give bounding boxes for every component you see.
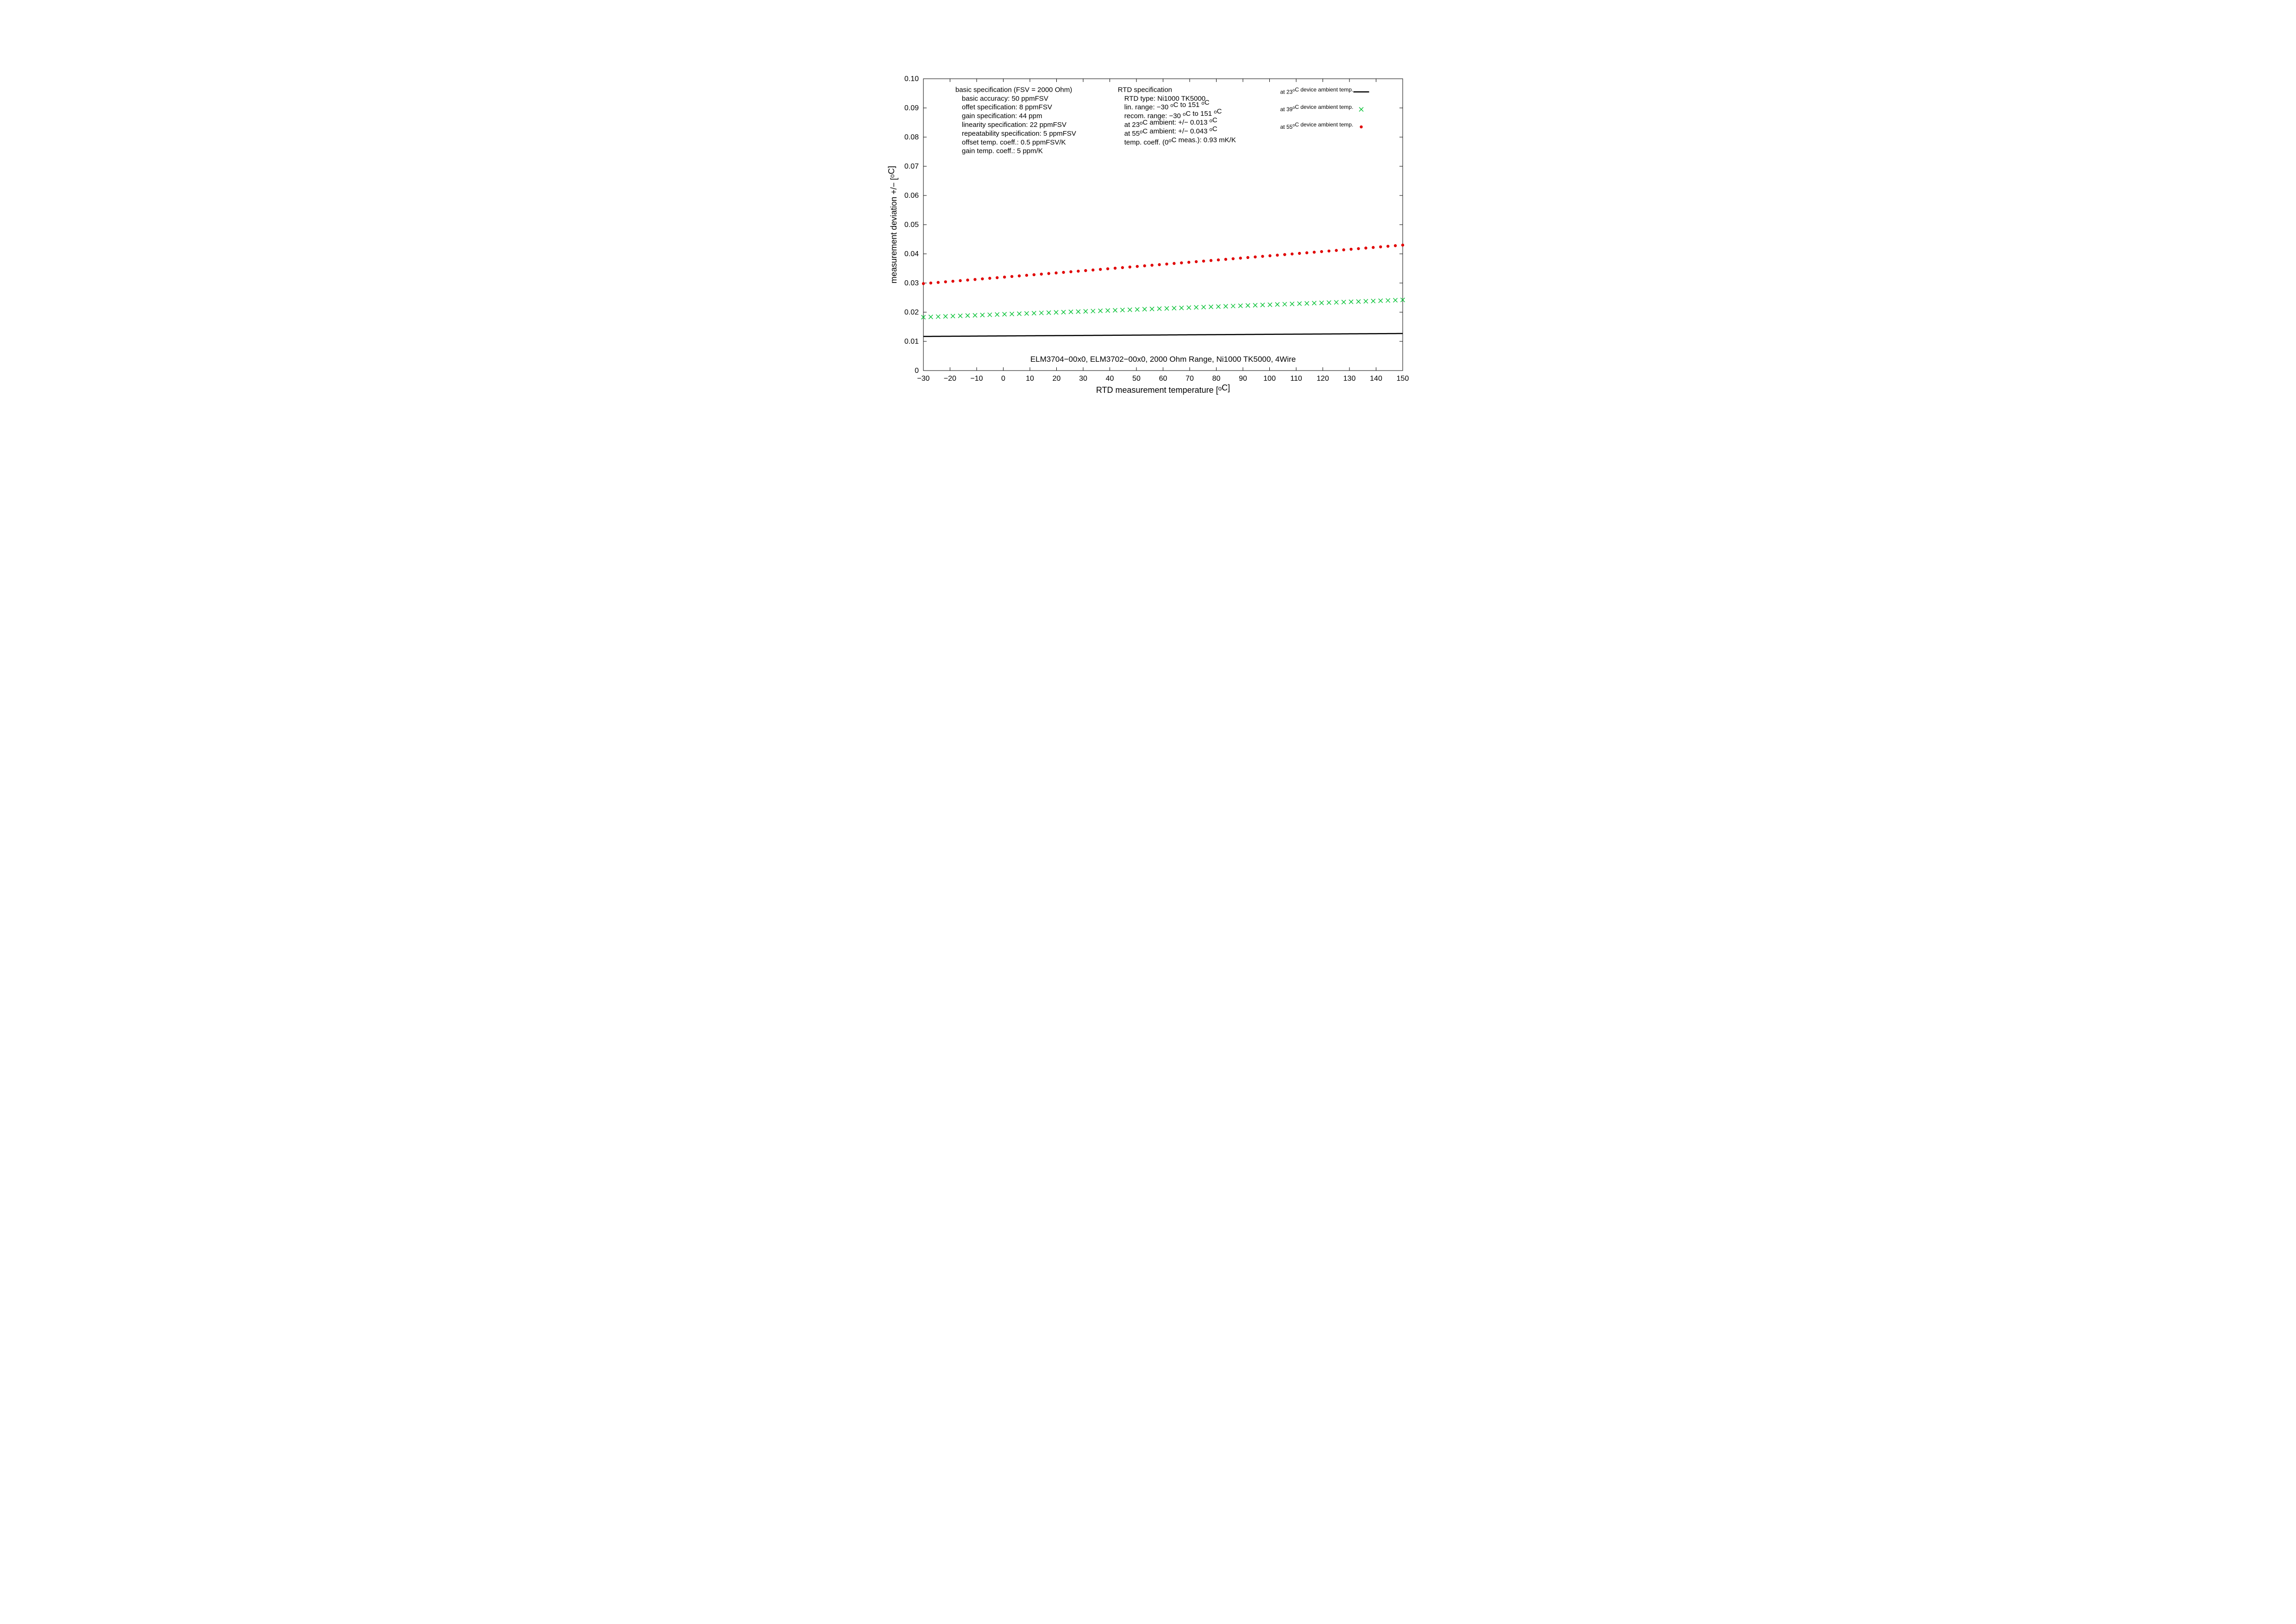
y-tick-label: 0.09 [904,104,919,112]
x-tick-label: 30 [1079,375,1087,383]
x-tick-label: 100 [1263,375,1276,383]
y-tick-label: 0.05 [904,221,919,229]
x-tick-label: 110 [1290,375,1302,383]
x-tick-label: 70 [1186,375,1194,383]
x-tick-label: 120 [1317,375,1329,383]
spec-basic-line: basic accuracy: 50 ppmFSV [962,94,1048,102]
x-tick-label: −30 [917,375,929,383]
y-tick-label: 0.02 [904,308,919,316]
x-tick-label: 80 [1212,375,1221,383]
legend: at 23oC device ambient temp. at 39oC devi… [1280,86,1369,130]
device-line: ELM3704−00x0, ELM3702−00x0, 2000 Ohm Ran… [1030,355,1296,364]
y-tick-label: 0.06 [904,192,919,200]
x-tick-label: 150 [1397,375,1409,383]
y-tick-label: 0.03 [904,279,919,287]
y-tick-label: 0 [915,367,919,375]
chart-container: −30 −20 −10 0 10 20 30 40 50 60 70 80 90 100 110 120 130… [861,0,1435,406]
spec-rtd-title: RTD specification [1118,86,1172,94]
x-tick-label: 0 [1001,375,1005,383]
legend-label: at 39oC device ambient temp. [1280,104,1354,113]
x-tick-label: −10 [970,375,983,383]
x-tick-label: 20 [1053,375,1061,383]
y-tick-label: 0.04 [904,250,919,258]
spec-basic-line: offset temp. coeff.: 0.5 ppmFSV/K [962,138,1066,146]
legend-label: at 55oC device ambient temp. [1280,121,1354,130]
y-tick-label: 0.10 [904,75,919,83]
chart-svg: −30 −20 −10 0 10 20 30 40 50 60 70 80 90 100 110 120 130… [861,0,1435,406]
y-tick-label: 0.08 [904,133,919,141]
spec-basic-line: repeatability specification: 5 ppmFSV [962,130,1076,138]
series-markers-1 [922,298,1405,319]
x-tick-label: 10 [1026,375,1034,383]
spec-basic-line: offet specification: 8 ppmFSV [962,103,1052,111]
x-tick-label: 60 [1159,375,1167,383]
x-tick-label: −20 [944,375,956,383]
series-markers-2 [922,244,1404,285]
x-tick-label: 130 [1343,375,1356,383]
spec-basic-line: gain specification: 44 ppm [962,112,1042,120]
spec-basic-line: linearity specification: 22 ppmFSV [962,121,1066,129]
x-axis-label: RTD measurement temperature [oC] [1096,383,1230,395]
x-tick-label: 50 [1132,375,1141,383]
y-tick-label: 0.07 [904,163,919,170]
spec-basic-title: basic specification (FSV = 2000 Ohm) [955,86,1072,94]
y-axis-label: measurement deviation +/− [oC] [887,166,898,283]
y-tick-label: 0.01 [904,338,919,346]
spec-basic-line: gain temp. coeff.: 5 ppm/K [962,147,1043,155]
legend-label: at 23oC device ambient temp. [1280,86,1354,95]
spec-rtd-line: temp. coeff. (0oC meas.): 0.93 mK/K [1124,136,1236,146]
series-line-0 [923,334,1403,336]
x-tick-label: 90 [1239,375,1247,383]
x-tick-label: 40 [1106,375,1114,383]
x-tick-label: 140 [1370,375,1382,383]
